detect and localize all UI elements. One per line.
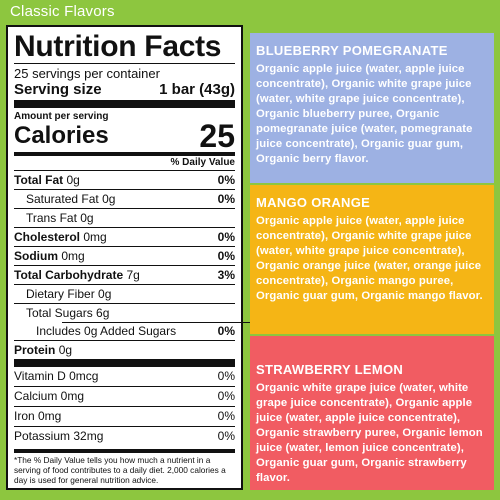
serving-size-label: Serving size <box>14 81 102 98</box>
divider <box>14 100 235 108</box>
calories-row: Calories 25 <box>14 118 235 154</box>
nutrient-dv: 0% <box>217 324 235 338</box>
nutrient-amount: 0g <box>98 287 112 301</box>
servings-per-container: 25 servings per container <box>14 66 160 81</box>
vitamin-label: Calcium 0mg <box>14 389 85 403</box>
daily-value-header: % Daily Value <box>14 152 235 170</box>
nutrient-label: Includes 0g Added Sugars <box>36 324 177 338</box>
vitamin-label: Iron 0mg <box>14 409 62 423</box>
flavor-name: BLUEBERRY POMEGRANATE <box>256 43 448 58</box>
nutrient-dv: 0% <box>217 173 235 187</box>
nutrient-amount: 0g <box>66 173 80 187</box>
vitamin-row: Vitamin D 0mcg 0% <box>14 367 235 386</box>
vitamin-label: Potassium 32mg <box>14 429 104 443</box>
nutrition-facts-panel: Nutrition Facts 25 servings per containe… <box>6 25 262 490</box>
nutrient-row: Protein 0g <box>14 340 235 359</box>
nutrient-row: Cholesterol 0mg 0% <box>14 227 235 246</box>
nutrient-label: Total Sugars <box>26 306 93 320</box>
flavor-panel-mango-orange: MANGO ORANGE Organic apple juice (water,… <box>250 185 494 334</box>
nutrient-label: Total Carbohydrate <box>14 268 124 282</box>
nutrient-label: Cholesterol <box>14 230 81 244</box>
vitamin-label: Vitamin D 0mcg <box>14 369 99 383</box>
nutrient-row: Dietary Fiber 0g <box>14 284 235 303</box>
daily-value-footnote: *The % Daily Value tells you how much a … <box>14 449 235 485</box>
vitamin-dv: 0% <box>217 429 235 443</box>
serving-size-value: 1 bar (43g) <box>159 81 235 98</box>
amount-per-serving: Amount per serving <box>14 111 109 122</box>
vitamin-row: Iron 0mg 0% <box>14 406 235 426</box>
flavor-ingredients: Organic white grape juice (water, white … <box>256 382 483 484</box>
nutrient-row: Includes 0g Added Sugars 0% <box>14 322 262 340</box>
nutrient-amount: 0g <box>58 343 73 357</box>
nutrient-label: Saturated Fat <box>26 192 99 206</box>
nutrient-dv: 0% <box>217 192 235 206</box>
vitamin-dv: 0% <box>217 409 235 423</box>
flavor-ingredients: Organic apple juice (water, apple juice … <box>256 215 483 302</box>
nutrient-row: Total Sugars 6g <box>14 303 235 322</box>
nutrient-amount: 0g <box>102 192 116 206</box>
nutrient-label: Sodium <box>14 249 58 263</box>
vitamin-row: Potassium 32mg 0% <box>14 426 235 446</box>
divider <box>14 359 235 367</box>
nutrient-amount: 0g <box>80 211 94 225</box>
nutrient-dv: 0% <box>217 249 235 263</box>
calories-label: Calories <box>14 122 109 149</box>
nutrient-row: Saturated Fat 0g 0% <box>14 189 235 208</box>
vitamin-row: Calcium 0mg 0% <box>14 386 235 406</box>
nutrient-amount: 0mg <box>61 249 85 263</box>
nutrient-dv: 0% <box>217 230 235 244</box>
flavor-panel-blueberry-pomegranate: BLUEBERRY POMEGRANATE Organic apple juic… <box>250 33 494 183</box>
nutrient-label: Trans Fat <box>26 211 77 225</box>
nutrient-amount: 7g <box>126 268 140 282</box>
vitamin-dv: 0% <box>217 369 235 383</box>
divider <box>14 63 235 64</box>
nutrient-amount: 0mg <box>83 230 107 244</box>
nutrient-row: Total Carbohydrate 7g 3% <box>14 265 235 284</box>
nutrient-row: Total Fat 0g 0% <box>14 170 235 189</box>
flavor-panel-strawberry-lemon: STRAWBERRY LEMON Organic white grape jui… <box>250 336 494 490</box>
calories-value: 25 <box>199 118 235 154</box>
nutrient-row: Sodium 0mg 0% <box>14 246 235 265</box>
serving-size-row: Serving size 1 bar (43g) <box>14 81 235 98</box>
nutrient-row: Trans Fat 0g <box>14 208 235 227</box>
vitamin-dv: 0% <box>217 389 235 403</box>
nutrient-label: Dietary Fiber <box>26 287 95 301</box>
nutrition-facts-title: Nutrition Facts <box>14 30 222 63</box>
nutrient-label: Protein <box>14 343 56 357</box>
flavor-ingredients: Organic apple juice (water, apple juice … <box>256 63 473 165</box>
header-title: Classic Flavors <box>10 3 115 20</box>
flavor-name: STRAWBERRY LEMON <box>256 362 404 377</box>
nutrient-label: Total Fat <box>14 173 64 187</box>
flavor-name: MANGO ORANGE <box>256 195 371 210</box>
nutrient-dv: 3% <box>217 268 235 282</box>
nutrient-amount: 6g <box>96 306 110 320</box>
